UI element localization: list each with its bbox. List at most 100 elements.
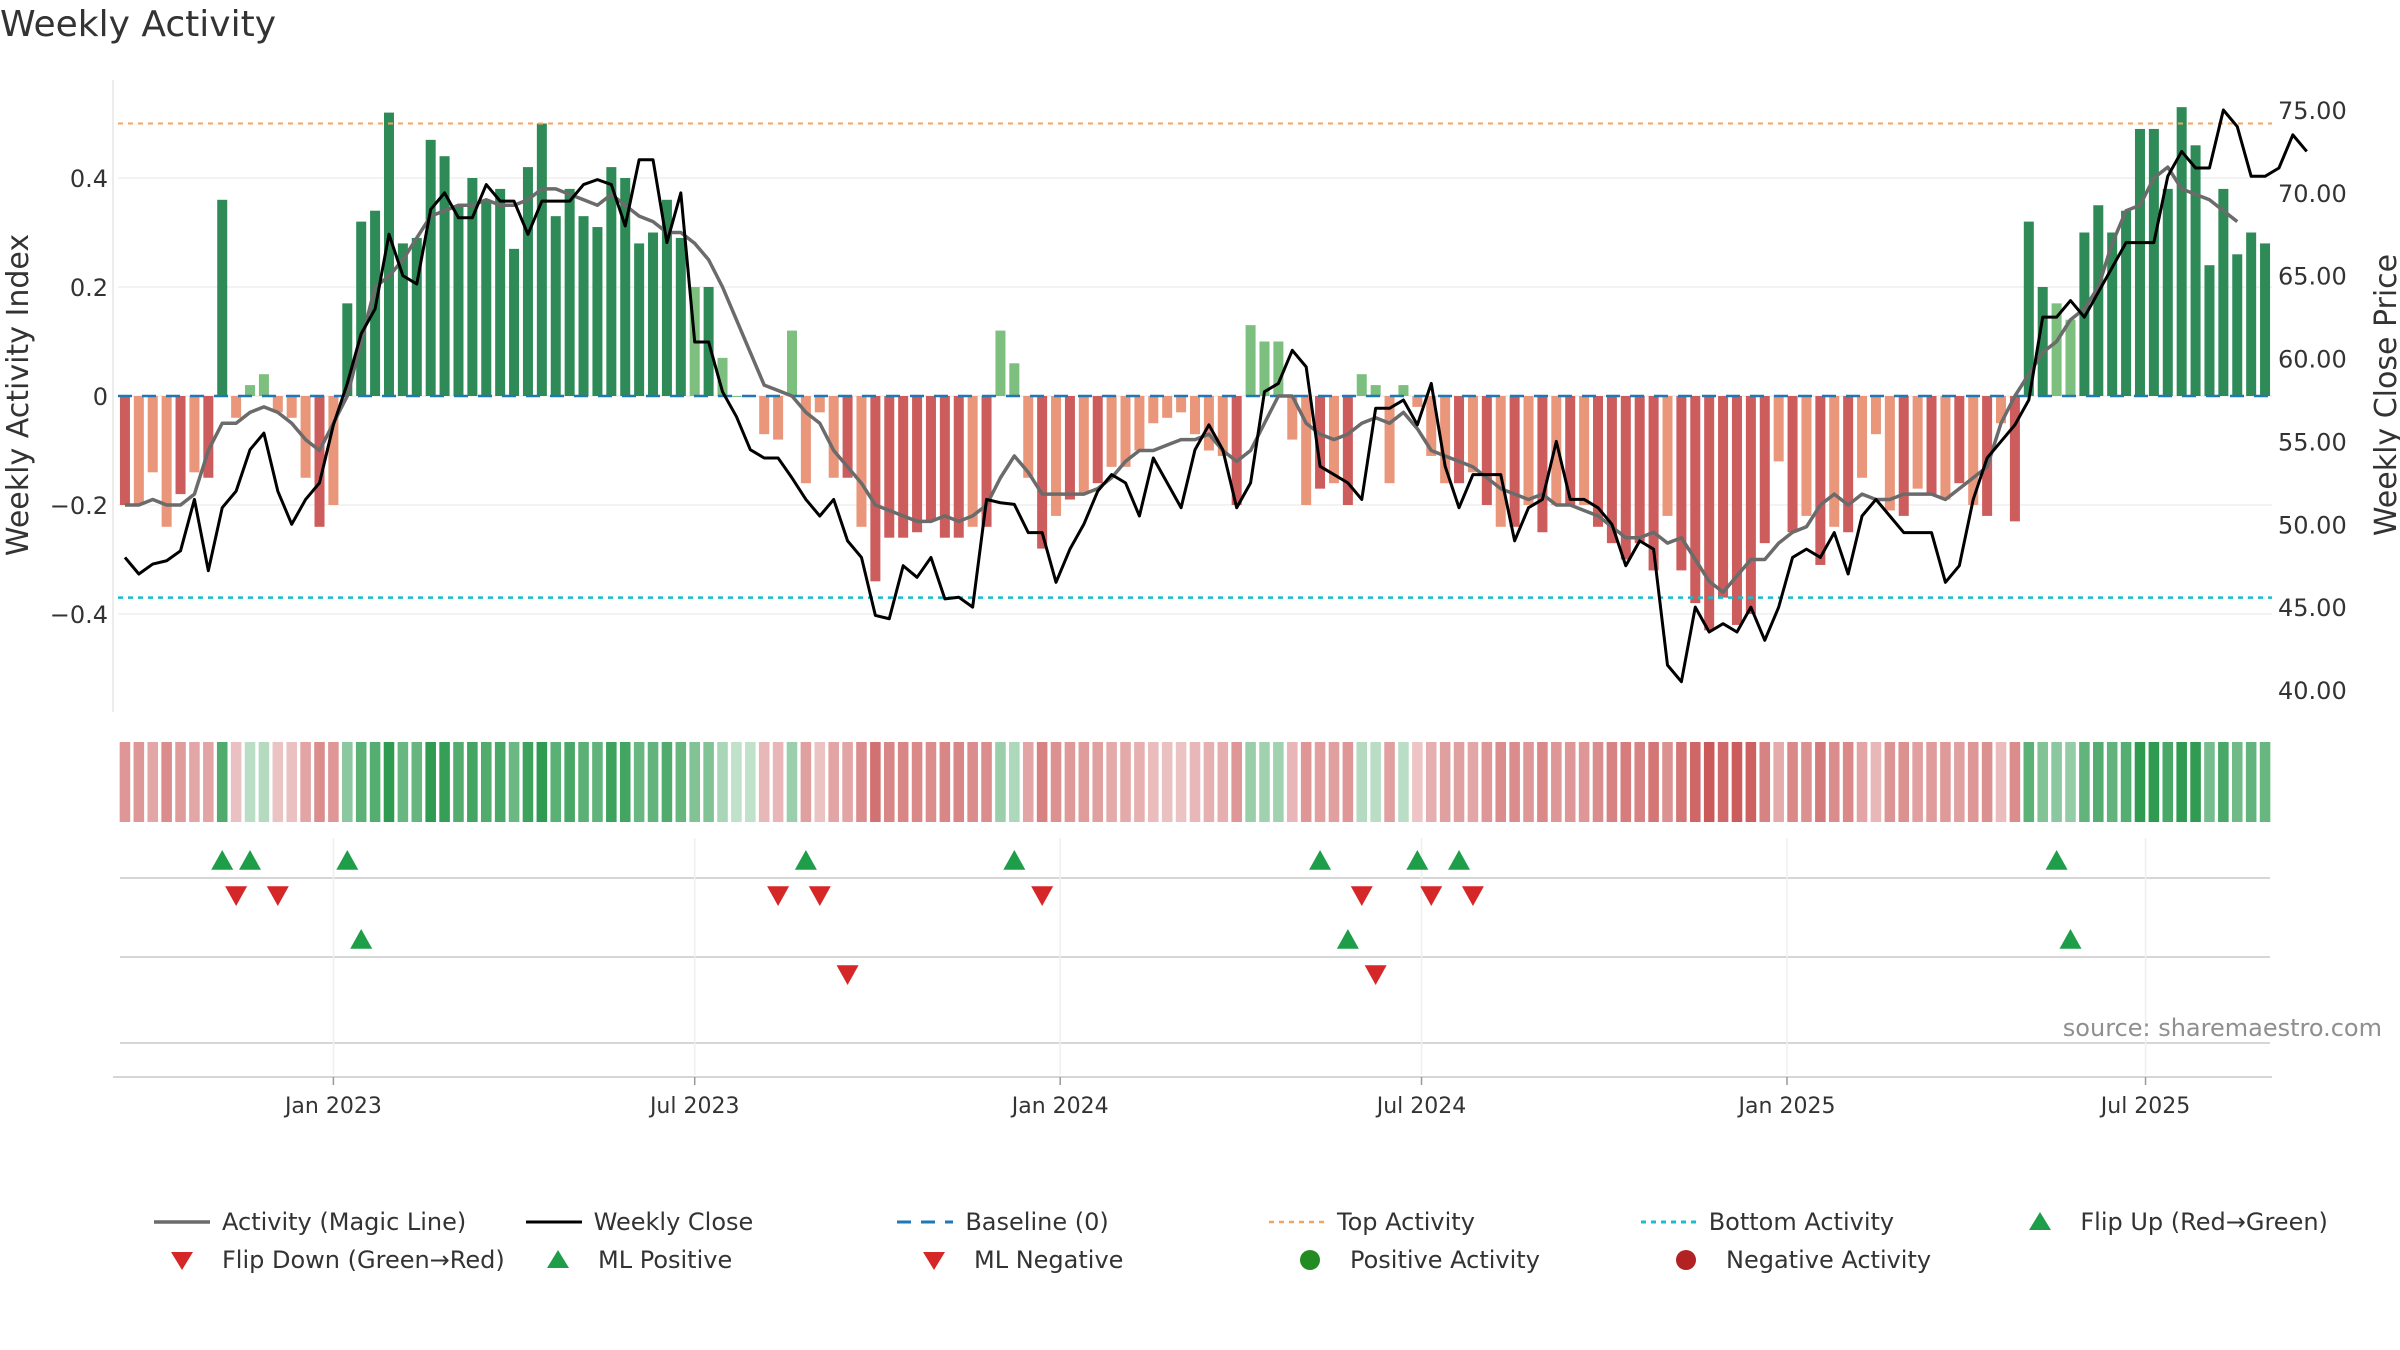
legend-item: Weekly Close: [522, 1207, 894, 1237]
heat-cell: [1606, 742, 1618, 822]
heat-cell: [230, 742, 242, 822]
heat-cell: [1898, 742, 1910, 822]
heat-cell: [661, 742, 673, 822]
heat-cell: [758, 742, 770, 822]
heat-cell: [203, 742, 214, 822]
legend-label: Negative Activity: [1726, 1246, 1932, 1274]
heat-cell: [1439, 742, 1451, 822]
heat-cell: [1815, 742, 1826, 822]
heat-cell: [1217, 742, 1229, 822]
heat-cell: [2106, 742, 2118, 822]
heat-cell: [925, 742, 937, 822]
heat-cell: [1690, 742, 1701, 822]
heat-cell: [189, 742, 200, 822]
activity-bar: [1676, 396, 1687, 571]
legend-item: ML Negative: [902, 1245, 1278, 1275]
y-tick-label: 0.4: [70, 165, 108, 193]
activity-bars: [119, 107, 2271, 631]
activity-bar: [1912, 396, 1923, 489]
heat-cell: [2037, 742, 2048, 822]
flip-down-marker: [1031, 886, 1054, 906]
activity-bar: [1857, 396, 1868, 478]
activity-bar: [1370, 385, 1381, 396]
activity-bar: [1148, 396, 1159, 424]
heat-cell: [1592, 742, 1604, 822]
activity-bar: [1718, 396, 1729, 598]
legend-item: Activity (Magic Line): [150, 1207, 522, 1237]
activity-bar: [1537, 396, 1548, 533]
y2-tick-label: 70.00: [2278, 180, 2347, 208]
line-legend-symbol-icon: [525, 1220, 582, 1224]
weekly-close-line: [123, 108, 2308, 684]
heat-cell: [480, 742, 492, 822]
activity-bar: [1134, 396, 1145, 451]
flip-up-marker: [1309, 850, 1332, 870]
heat-cell: [383, 742, 395, 822]
heat-cell: [717, 742, 728, 822]
heat-cell: [1578, 742, 1590, 822]
activity-bar: [467, 178, 478, 396]
heat-cell: [1773, 742, 1784, 822]
activity-bar: [1579, 396, 1590, 505]
activity-bar: [147, 396, 158, 473]
activity-bar: [1245, 325, 1256, 396]
heat-cell: [647, 742, 659, 822]
legend-label: Flip Up (Red→Green): [2080, 1208, 2328, 1236]
activity-bar: [1120, 396, 1131, 467]
heat-cell: [1801, 742, 1812, 822]
heat-cell: [1870, 742, 1882, 822]
activity-bar: [425, 139, 436, 396]
legend-row: Flip Down (Green→Red) ML Positive ML Negat…: [150, 1241, 2380, 1279]
dot-legend-symbol-icon: [1676, 1250, 1696, 1270]
activity-bar: [328, 396, 339, 505]
heat-cell: [2079, 742, 2090, 822]
activity-bar: [925, 396, 936, 522]
activity-bar: [300, 396, 311, 478]
heat-cell: [272, 742, 284, 822]
activity-bar: [522, 167, 533, 396]
heat-cell: [2051, 742, 2062, 822]
heat-cell: [2134, 742, 2146, 822]
heat-cell: [619, 742, 631, 822]
heat-cell: [1175, 742, 1187, 822]
weekly-activity-chart: −0.4 −0.2 0 0.2 0.4 40.00 45.00 50.00 55.00 60.00…: [1, 80, 2400, 1119]
activity-bar: [1731, 396, 1742, 625]
ml-positive-marker: [350, 929, 373, 949]
heat-cell: [995, 742, 1006, 822]
flip-down-marker: [767, 886, 790, 906]
activity-bar: [912, 396, 923, 533]
activity-bar: [1078, 396, 1089, 495]
activity-bar: [2176, 107, 2187, 397]
activity-bar: [1342, 396, 1353, 505]
activity-bar: [1884, 396, 1895, 511]
activity-bar: [675, 237, 686, 396]
activity-bar: [1593, 396, 1604, 527]
activity-bar: [592, 227, 603, 396]
triangle-legend-symbol-icon: [923, 1252, 945, 1270]
activity-bar: [564, 188, 575, 396]
activity-bar: [1273, 341, 1284, 396]
heat-cell: [1884, 742, 1896, 822]
activity-bar: [1745, 396, 1756, 614]
heat-cell: [328, 742, 339, 822]
ml-negative-marker: [1364, 965, 1387, 985]
y2-axis-label: Weekly Close Price: [2369, 254, 2400, 536]
heat-cell: [1064, 742, 1076, 822]
heat-cell: [161, 742, 172, 822]
heat-cell: [244, 742, 256, 822]
heat-cell: [1161, 742, 1173, 822]
heat-cell: [1148, 742, 1159, 822]
legend-item: Top Activity: [1265, 1207, 1637, 1237]
heat-cell: [703, 742, 714, 822]
heat-cell: [689, 742, 700, 822]
heat-cell: [397, 742, 409, 822]
activity-bar: [1315, 396, 1326, 489]
activity-bar: [161, 396, 172, 527]
activity-bar: [2232, 254, 2243, 396]
legend: Activity (Magic Line) Weekly Close Baselin…: [150, 1203, 2380, 1279]
heat-cell: [2023, 742, 2035, 822]
activity-bar: [1704, 396, 1715, 631]
heat-cell: [536, 742, 548, 822]
activity-bar: [1523, 396, 1534, 505]
activity-bar: [884, 396, 895, 538]
